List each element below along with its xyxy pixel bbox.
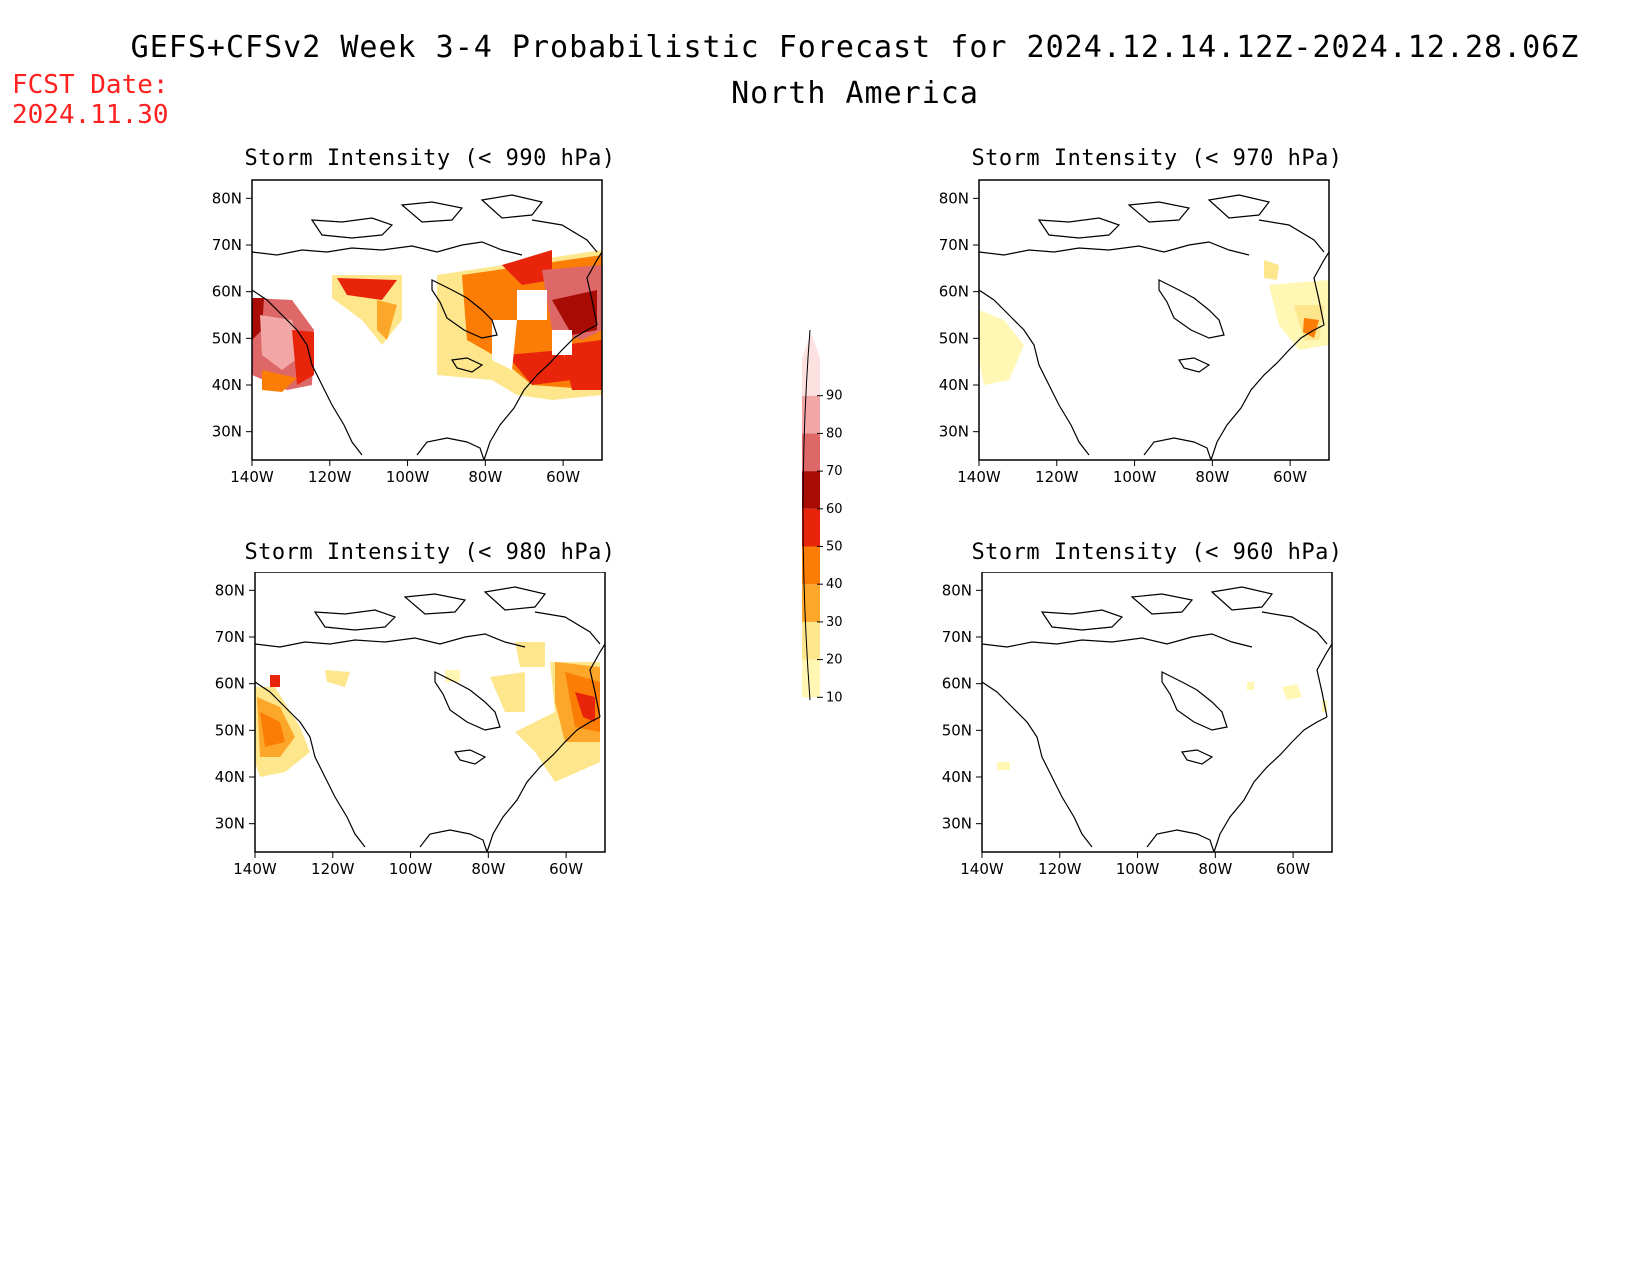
colorbar-label: 40 bbox=[826, 577, 843, 592]
lat-tick-label: 50N bbox=[212, 329, 242, 347]
fcst-date-label: FCST Date: bbox=[12, 70, 169, 100]
lon-tick-label: 140W bbox=[960, 860, 1004, 878]
map-frame bbox=[978, 179, 1330, 461]
colorbar-label: 20 bbox=[826, 653, 843, 668]
lat-tick-label: 40N bbox=[939, 376, 969, 394]
lat-tick-label: 60N bbox=[942, 675, 972, 693]
lat-tick-label: 30N bbox=[942, 815, 972, 833]
lat-tick-label: 30N bbox=[215, 815, 245, 833]
map-frame bbox=[981, 572, 1333, 853]
lat-tick-label: 80N bbox=[212, 189, 242, 207]
panel-970: Storm Intensity (< 970 hPa) 80N 70N 60N 50N… bbox=[922, 146, 1522, 566]
lon-tick-label: 140W bbox=[233, 860, 277, 878]
lon-tick-label: 120W bbox=[311, 860, 355, 878]
lon-tick-label: 100W bbox=[1116, 860, 1160, 878]
panel-title-990: Storm Intensity (< 990 hPa) bbox=[244, 146, 616, 171]
lat-tick-label: 40N bbox=[942, 768, 972, 786]
lat-tick-label: 60N bbox=[215, 675, 245, 693]
colorbar-swatch bbox=[802, 395, 820, 434]
lat-tick-label: 70N bbox=[939, 236, 969, 254]
coastline bbox=[978, 194, 1330, 461]
lon-tick-label: 60W bbox=[1273, 468, 1307, 486]
colorbar-swatch bbox=[802, 433, 820, 472]
colorbar-label: 30 bbox=[826, 615, 843, 630]
lon-tick-label: 60W bbox=[549, 860, 583, 878]
lat-tick-label: 30N bbox=[939, 423, 969, 441]
map-990: 80N 70N 60N 50N 40N 30N 140W 120W 100W 80W 60W bbox=[212, 179, 603, 486]
lon-tick-label: 80W bbox=[1195, 468, 1229, 486]
colorbar-swatch bbox=[802, 621, 820, 660]
colorbar-label: 80 bbox=[826, 426, 843, 441]
lat-tick-label: 50N bbox=[939, 329, 969, 347]
lat-tick-label: 50N bbox=[215, 721, 245, 739]
colorbar-swatch bbox=[802, 508, 820, 547]
colorbar-cap bbox=[802, 333, 820, 358]
main-title: GEFS+CFSv2 Week 3-4 Probabilistic Foreca… bbox=[130, 30, 1580, 65]
panel-990: Storm Intensity (< 990 hPa) bbox=[195, 146, 795, 566]
prob-shading-980 bbox=[255, 642, 600, 782]
map-970: 80N 70N 60N 50N 40N 30N 140W 120W 100W 80W 60W bbox=[939, 179, 1330, 486]
prob-shading-970 bbox=[979, 260, 1329, 385]
map-frame bbox=[254, 572, 606, 853]
colorbar-label: 50 bbox=[826, 540, 843, 555]
map-frame bbox=[251, 179, 603, 461]
colorbar-swatch bbox=[802, 471, 820, 509]
lon-tick-label: 120W bbox=[1038, 860, 1082, 878]
lat-tick-label: 30N bbox=[212, 423, 242, 441]
panel-title-970: Storm Intensity (< 970 hPa) bbox=[971, 146, 1343, 171]
lat-tick-label: 60N bbox=[212, 283, 242, 301]
lat-tick-label: 40N bbox=[215, 768, 245, 786]
colorbar-swatch bbox=[802, 584, 820, 622]
lon-tick-label: 140W bbox=[230, 468, 274, 486]
lon-tick-label: 100W bbox=[386, 468, 430, 486]
lat-tick-label: 40N bbox=[212, 376, 242, 394]
colorbar-label: 60 bbox=[826, 502, 843, 517]
colorbar-label: 90 bbox=[826, 389, 843, 404]
panel-title-980: Storm Intensity (< 980 hPa) bbox=[244, 540, 616, 565]
lon-tick-label: 80W bbox=[1198, 860, 1232, 878]
lon-tick-label: 80W bbox=[471, 860, 505, 878]
lon-tick-label: 140W bbox=[957, 468, 1001, 486]
lon-tick-label: 100W bbox=[389, 860, 433, 878]
coastline bbox=[254, 586, 606, 853]
colorbar-edge bbox=[802, 330, 811, 701]
lat-tick-label: 50N bbox=[942, 721, 972, 739]
panel-980: Storm Intensity (< 980 hPa) 80N 70N 60N 50N… bbox=[195, 540, 795, 960]
colorbar-label: 70 bbox=[826, 464, 843, 479]
coastline bbox=[251, 194, 603, 461]
fcst-date-value: 2024.11.30 bbox=[12, 100, 169, 130]
colorbar-swatch bbox=[802, 659, 820, 698]
region-subtitle: North America bbox=[731, 76, 979, 111]
panel-960: Storm Intensity (< 960 hPa) 80N 70N 60N 50N… bbox=[922, 540, 1522, 960]
map-980: 80N 70N 60N 50N 40N 30N 140W 120W 100W 80W 60W bbox=[215, 572, 606, 878]
lon-tick-label: 120W bbox=[308, 468, 352, 486]
panel-title-960: Storm Intensity (< 960 hPa) bbox=[971, 540, 1343, 565]
lat-tick-label: 70N bbox=[942, 628, 972, 646]
prob-shading-990 bbox=[252, 250, 602, 400]
lat-tick-label: 80N bbox=[942, 581, 972, 599]
lat-tick-label: 80N bbox=[215, 581, 245, 599]
colorbar-swatch bbox=[802, 358, 820, 396]
lat-tick-label: 60N bbox=[939, 283, 969, 301]
map-960: 80N 70N 60N 50N 40N 30N 140W 120W 100W 80W 60W bbox=[942, 572, 1333, 878]
lon-tick-label: 60W bbox=[1276, 860, 1310, 878]
lat-tick-label: 70N bbox=[215, 628, 245, 646]
lat-tick-label: 80N bbox=[939, 189, 969, 207]
lon-tick-label: 100W bbox=[1113, 468, 1157, 486]
colorbar: 10 20 30 40 50 60 70 80 90 bbox=[802, 330, 843, 705]
lon-tick-label: 120W bbox=[1035, 468, 1079, 486]
lon-tick-label: 60W bbox=[546, 468, 580, 486]
coastline bbox=[981, 586, 1333, 853]
lat-tick-label: 70N bbox=[212, 236, 242, 254]
lon-tick-label: 80W bbox=[468, 468, 502, 486]
colorbar-swatch bbox=[802, 546, 820, 585]
colorbar-label: 10 bbox=[826, 690, 843, 705]
